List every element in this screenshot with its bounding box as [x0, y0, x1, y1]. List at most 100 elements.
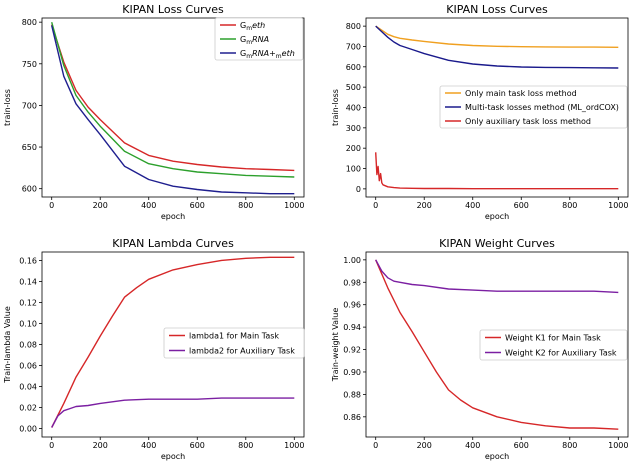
x-tick-label: 200	[93, 201, 108, 210]
y-tick-label: 600	[22, 185, 37, 194]
y-tick-label: 700	[346, 42, 361, 51]
y-tick-label: 0.98	[343, 278, 361, 287]
legend-box	[479, 329, 628, 361]
x-tick-label: 0	[373, 201, 378, 210]
series-line-1	[375, 25, 619, 48]
y-tick-label: 0.88	[343, 390, 361, 399]
y-tick-label: 650	[22, 143, 37, 152]
y-tick-label: 0.02	[19, 404, 37, 413]
y-tick-label: 500	[346, 83, 361, 92]
y-tick-label: 400	[346, 104, 361, 113]
x-tick-label: 0	[373, 441, 378, 450]
y-tick-label: 0.12	[19, 298, 37, 307]
series-line-3	[375, 152, 619, 190]
x-tick-label: 0	[49, 441, 54, 450]
y-tick-label: 600	[346, 63, 361, 72]
y-tick-label: 0.86	[343, 413, 361, 422]
y-tick-label: 0.96	[343, 301, 361, 310]
chart-panel-2: KIPAN Loss Curves 0 200 400 600 800 1000 0 100 20…	[331, 3, 628, 221]
series-line-2	[375, 25, 619, 69]
x-tick-label: 400	[141, 441, 156, 450]
plot-frame	[41, 17, 305, 198]
legend-box	[214, 17, 304, 61]
x-tick-label: 800	[238, 201, 253, 210]
x-tick-label: 200	[417, 201, 432, 210]
x-tick-label: 400	[141, 201, 156, 210]
legend-label: lambda2 for Auxiliary Task	[189, 347, 295, 356]
y-tick-label: 0.00	[19, 425, 37, 434]
y-tick-label: 1.00	[343, 256, 361, 265]
legend-box	[439, 85, 628, 129]
x-tick-label: 600	[514, 441, 529, 450]
x-axis-label: epoch	[161, 212, 185, 221]
x-tick-label: 600	[190, 201, 205, 210]
x-tick-label: 400	[465, 201, 480, 210]
legend-box	[163, 327, 305, 359]
legend: Gmeth GmRNA GmRNA+meth	[214, 17, 304, 61]
x-axis-label: epoch	[485, 452, 509, 461]
y-axis-label: Train-weight Value	[331, 308, 340, 383]
x-axis-label: epoch	[485, 212, 509, 221]
chart-panel-3: KIPAN Lambda Curves 0 200 400 600 800 1000 0.00…	[3, 237, 304, 461]
legend-label: Only auxiliary task loss method	[465, 117, 591, 126]
legend: Weight K1 for Main Task Weight K2 for Aux…	[479, 329, 628, 361]
y-axis-label: train-loss	[331, 89, 340, 126]
x-tick-label: 600	[514, 201, 529, 210]
series-line-1	[375, 259, 619, 430]
chart-title: KIPAN Weight Curves	[439, 237, 555, 250]
series-line-1	[51, 24, 295, 172]
legend-label: GmRNA	[240, 35, 269, 46]
legend-label: lambda1 for Main Task	[189, 332, 279, 341]
y-tick-label: 0.94	[343, 323, 361, 332]
y-tick-label: 0.08	[19, 341, 37, 350]
y-tick-label: 0.90	[343, 368, 361, 377]
x-tick-label: 1000	[284, 201, 304, 210]
y-tick-label: 800	[22, 18, 37, 27]
legend-label: GmRNA+meth	[240, 49, 295, 60]
y-tick-label: 750	[22, 60, 37, 69]
x-tick-label: 200	[417, 441, 432, 450]
y-tick-label: 300	[346, 124, 361, 133]
legend-label: Only main task loss method	[465, 89, 577, 98]
y-tick-label: 700	[22, 101, 37, 110]
x-tick-label: 1000	[608, 201, 628, 210]
y-tick-label: 0.06	[19, 362, 37, 371]
y-axis-label: Train-lambda Value	[3, 306, 12, 384]
x-tick-label: 0	[49, 201, 54, 210]
legend-label: Multi-task losses method (ML_ordCOX)	[465, 103, 619, 112]
chart-title: KIPAN Lambda Curves	[112, 237, 234, 250]
y-tick-label: 200	[346, 144, 361, 153]
x-tick-label: 200	[93, 441, 108, 450]
y-tick-label: 0	[356, 185, 361, 194]
y-tick-label: 0.92	[343, 346, 361, 355]
legend: Only main task loss method Multi-task los…	[439, 85, 628, 129]
x-axis-label: epoch	[161, 452, 185, 461]
series-line-2	[51, 397, 295, 428]
chart-title: KIPAN Loss Curves	[122, 3, 224, 16]
x-tick-label: 800	[562, 201, 577, 210]
x-tick-label: 400	[465, 441, 480, 450]
y-tick-label: 0.04	[19, 383, 37, 392]
y-tick-label: 100	[346, 165, 361, 174]
legend: lambda1 for Main Task lambda2 for Auxilia…	[163, 327, 305, 359]
legend-label: Weight K2 for Auxiliary Task	[505, 349, 617, 358]
chart-panel-1: KIPAN Loss Curves 0 200 400 600 800 1000 600 650…	[3, 3, 304, 221]
x-tick-label: 800	[562, 441, 577, 450]
series-line-3	[51, 25, 295, 195]
chart-title: KIPAN Loss Curves	[446, 3, 548, 16]
y-tick-label: 0.16	[19, 256, 37, 265]
y-tick-label: 0.14	[19, 277, 37, 286]
y-axis-label: train-loss	[3, 89, 12, 126]
y-tick-label: 0.10	[19, 319, 37, 328]
legend-label: Gmeth	[240, 21, 265, 32]
x-tick-label: 1000	[284, 441, 304, 450]
x-tick-label: 1000	[608, 441, 628, 450]
series-line-2	[375, 259, 619, 294]
x-tick-label: 600	[190, 441, 205, 450]
y-tick-label: 800	[346, 22, 361, 31]
plot-frame	[365, 251, 629, 438]
legend-label: Weight K1 for Main Task	[505, 334, 601, 343]
series-line-1	[51, 256, 295, 428]
series-line-2	[51, 22, 295, 178]
